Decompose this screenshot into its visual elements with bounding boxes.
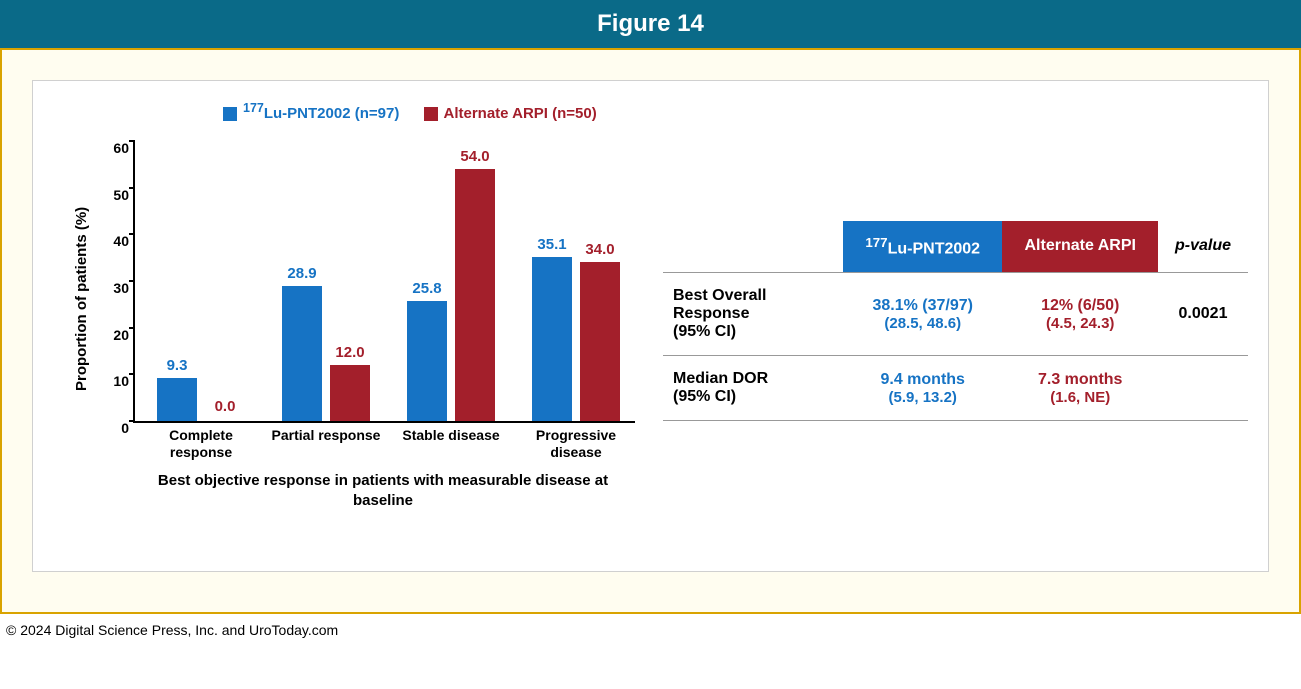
legend-series-2: Alternate ARPI (n=50) bbox=[424, 105, 597, 122]
y-tick-label: 50 bbox=[113, 187, 129, 203]
cell-pvalue: 0.0021 bbox=[1158, 273, 1248, 356]
y-tick-label: 60 bbox=[113, 140, 129, 156]
bar-value-label: 54.0 bbox=[445, 148, 505, 165]
table-head-col2: Alternate ARPI bbox=[1002, 221, 1158, 273]
table-head-col1: 177Lu-PNT2002 bbox=[843, 221, 1002, 273]
cell-series1: 9.4 months(5.9, 13.2) bbox=[843, 356, 1002, 421]
bar-series1: 25.8 bbox=[407, 301, 447, 421]
y-tick-label: 0 bbox=[121, 420, 129, 436]
category-label: Stable disease bbox=[391, 427, 511, 444]
row-header: Best OverallResponse(95% CI) bbox=[663, 273, 843, 356]
cell-series2: 12% (6/50)(4.5, 24.3) bbox=[1002, 273, 1158, 356]
y-tick-mark bbox=[129, 420, 135, 422]
cell-series1: 38.1% (37/97)(28.5, 48.6) bbox=[843, 273, 1002, 356]
y-tick-mark bbox=[129, 140, 135, 142]
y-tick-mark bbox=[129, 233, 135, 235]
y-tick-label: 40 bbox=[113, 233, 129, 249]
y-tick-mark bbox=[129, 327, 135, 329]
bar-value-label: 12.0 bbox=[320, 344, 380, 361]
table-head-col3: p-value bbox=[1158, 221, 1248, 273]
figure-header: Figure 14 bbox=[0, 0, 1301, 48]
bar-series1: 9.3 bbox=[157, 378, 197, 421]
category-label: Partial response bbox=[266, 427, 386, 444]
cell-series2: 7.3 months(1.6, NE) bbox=[1002, 356, 1158, 421]
bar-series2: 54.0 bbox=[455, 169, 495, 421]
legend-series-1: 177Lu-PNT2002 (n=97) bbox=[223, 101, 399, 122]
chart-legend: 177Lu-PNT2002 (n=97) Alternate ARPI (n=5… bbox=[223, 101, 617, 122]
x-axis-title: Best objective response in patients with… bbox=[133, 471, 633, 510]
bar-value-label: 28.9 bbox=[272, 265, 332, 282]
y-tick-label: 10 bbox=[113, 373, 129, 389]
cell-pvalue bbox=[1158, 356, 1248, 421]
bar-series2: 12.0 bbox=[330, 365, 370, 421]
bar-series2: 34.0 bbox=[580, 262, 620, 421]
category-label: Progressive disease bbox=[516, 427, 636, 461]
y-axis-label: Proportion of patients (%) bbox=[73, 207, 90, 391]
y-tick-mark bbox=[129, 280, 135, 282]
bar-value-label: 9.3 bbox=[147, 357, 207, 374]
bar-series1: 28.9 bbox=[282, 286, 322, 421]
legend-swatch-blue bbox=[223, 107, 237, 121]
table-head-blank bbox=[663, 221, 843, 273]
plot-area: 01020304050609.30.0Complete response28.9… bbox=[133, 141, 635, 423]
table-row: Best OverallResponse(95% CI)38.1% (37/97… bbox=[663, 273, 1248, 356]
results-table-area: 177Lu-PNT2002 Alternate ARPI p-value Bes… bbox=[663, 221, 1248, 421]
bar-value-label: 34.0 bbox=[570, 241, 630, 258]
bar-value-label: 25.8 bbox=[397, 280, 457, 297]
category-label: Complete response bbox=[141, 427, 261, 461]
bar-value-label: 0.0 bbox=[195, 398, 255, 415]
results-table: 177Lu-PNT2002 Alternate ARPI p-value Bes… bbox=[663, 221, 1248, 421]
bar-chart: 177Lu-PNT2002 (n=97) Alternate ARPI (n=5… bbox=[53, 101, 653, 541]
y-tick-mark bbox=[129, 373, 135, 375]
figure-content: 177Lu-PNT2002 (n=97) Alternate ARPI (n=5… bbox=[32, 80, 1269, 572]
copyright-footer: © 2024 Digital Science Press, Inc. and U… bbox=[0, 614, 1301, 642]
bar-series1: 35.1 bbox=[532, 257, 572, 421]
y-tick-label: 30 bbox=[113, 280, 129, 296]
legend-swatch-red bbox=[424, 107, 438, 121]
y-tick-label: 20 bbox=[113, 327, 129, 343]
row-header: Median DOR(95% CI) bbox=[663, 356, 843, 421]
figure-frame: 177Lu-PNT2002 (n=97) Alternate ARPI (n=5… bbox=[0, 48, 1301, 614]
table-row: Median DOR(95% CI)9.4 months(5.9, 13.2)7… bbox=[663, 356, 1248, 421]
y-tick-mark bbox=[129, 187, 135, 189]
